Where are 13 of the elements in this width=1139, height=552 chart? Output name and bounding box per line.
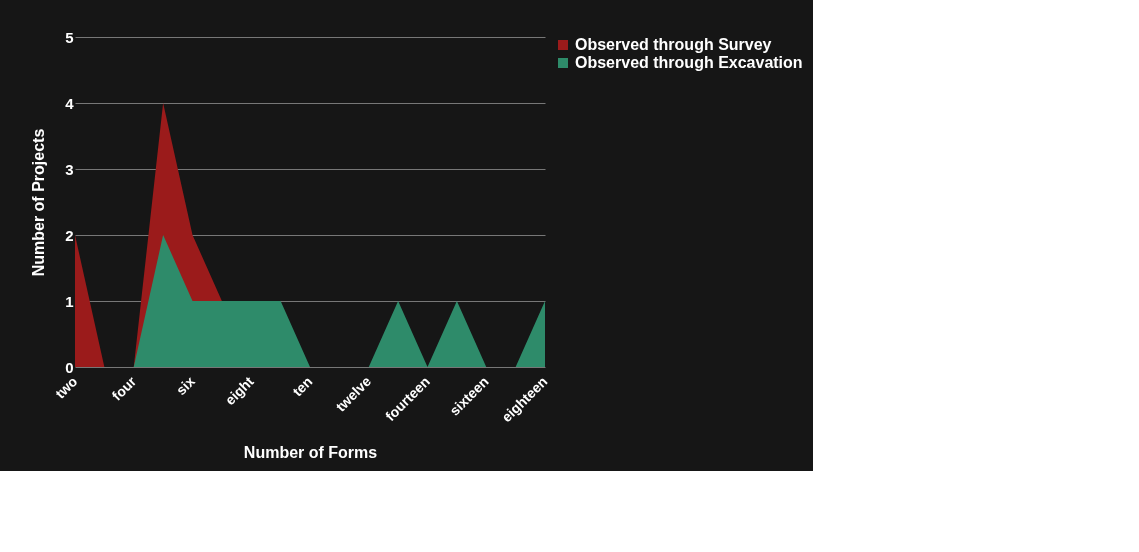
legend-label: Observed through Excavation <box>575 54 803 71</box>
y-tick-label: 4 <box>65 94 75 112</box>
y-tick-label: 3 <box>65 160 74 178</box>
y-tick-label: 1 <box>65 292 74 310</box>
y-tick-label: 0 <box>65 358 74 376</box>
x-tick-label: ten <box>289 373 316 400</box>
y-axis-title: Number of Projects <box>30 128 48 277</box>
y-tick-label: 5 <box>65 28 74 46</box>
x-tick-label: two <box>52 373 81 402</box>
x-axis-title: Number of Forms <box>243 444 378 462</box>
y-tick-label: 2 <box>65 226 74 244</box>
legend-label: Observed through Survey <box>575 36 772 53</box>
x-tick-label: six <box>172 372 199 399</box>
